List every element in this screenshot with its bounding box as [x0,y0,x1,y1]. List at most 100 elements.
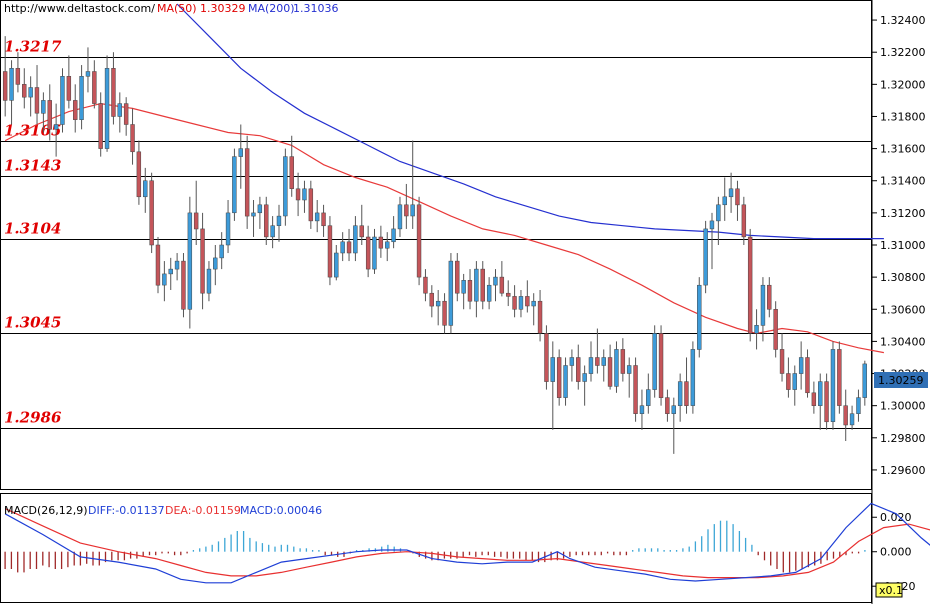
price-tick-label: 1.30600 [880,303,926,316]
candle-up [206,268,212,294]
candle-up [385,241,390,249]
candle-up [856,397,861,414]
candle-up [493,276,498,286]
candle-up [79,76,84,120]
candle-down [123,103,129,125]
candle-up [798,357,804,374]
candle-down [429,292,434,307]
candle-up [531,300,536,307]
candle-up [168,268,173,275]
candle-up [251,212,256,217]
ma200-series [176,3,884,240]
candle-up [569,357,575,366]
candle-down [480,268,485,302]
macd-lines [4,502,930,584]
ma50-label: MA(50) [157,2,197,15]
candle-up [760,284,766,326]
candle-up [270,225,275,238]
candle-up [213,257,218,270]
current-price: 1.30259 [878,374,924,387]
candle-down [767,284,772,310]
candle-down [111,68,116,117]
level-label: 1.3217 [4,38,62,56]
level-label: 1.3165 [4,122,61,140]
candle-down [359,225,364,238]
candle-up [582,373,587,382]
candle-down [264,204,269,238]
support-resistance-levels: 1.3217 1.3165 1.3143 1.3104 1.3045 1.2986 [1,38,871,429]
level-label: 1.3045 [4,314,61,332]
price-tick-label: 1.30400 [880,335,926,348]
candle-up [601,357,606,366]
scale-badge[interactable] [875,582,903,598]
price-tick-label: 1.32200 [880,46,926,59]
candle-up [187,212,193,310]
candle-down [607,357,613,387]
macd-dea: DEA:-0.01159 [165,504,241,517]
candle-up [353,225,358,254]
candle-up [283,156,288,217]
candle-up [340,241,345,254]
price-axis-ticks: 1.32400 1.32200 1.32000 1.31800 1.31600 1.314… [872,14,926,477]
candle-down [837,349,842,406]
candle-down [684,381,689,406]
price-tick-label: 1.30800 [880,271,926,284]
price-tick-label: 1.31000 [880,239,926,252]
level-label: 1.3143 [4,157,61,175]
candle-down [295,188,301,201]
candle-down [149,180,154,246]
candlestick-series [2,36,867,454]
candle-up [722,196,727,206]
candle-down [499,276,505,294]
candle-down [200,228,205,294]
candle-up [646,389,651,406]
candle-up [117,103,122,117]
candle-up [626,365,632,374]
price-tick-label: 1.31400 [880,175,926,188]
candle-down [244,148,250,217]
current-price-badge [874,372,928,388]
source-url: http://www.deltastock.com/ [4,2,155,15]
candle-down [92,71,97,104]
candle-up [563,365,568,398]
candle-down [404,204,409,217]
candle-up [588,357,594,374]
candle-down [786,373,791,390]
macd-label: MACD(26,12,9) [4,504,88,517]
candle-down [66,76,72,101]
candle-up [372,236,377,270]
candle-down [595,357,600,366]
ma200-value: 1.31036 [293,2,339,15]
candle-up [690,349,696,406]
price-tick-label: 1.29800 [880,432,926,445]
price-axis-strip [872,0,930,604]
dea-line [4,508,930,579]
candle-up [174,260,180,270]
candle-up [391,228,396,243]
candle-up [716,204,721,222]
candle-up [671,405,676,414]
candle-up [849,413,855,426]
candle-up [435,300,441,307]
candle-up [276,215,282,226]
candle-down [805,357,810,394]
candle-down [34,87,40,114]
candle-down [181,260,186,310]
level-label: 1.3104 [4,220,61,238]
candle-up [830,349,836,422]
candle-up [232,156,237,214]
price-tick-label: 1.32400 [880,14,926,27]
candle-up [28,87,33,98]
candle-down [423,276,428,294]
candle-down [779,349,785,374]
ma50-value: 1.30329 [200,2,246,15]
candle-up [104,68,110,149]
price-tick-label: 1.31600 [880,143,926,156]
price-tick-label: 1.31800 [880,110,926,123]
candle-down [193,212,199,230]
candle-down [130,124,135,153]
candle-down [289,156,294,189]
ma200-label: MA(200) [248,2,295,15]
candle-up [448,260,454,326]
candle-down [512,296,517,310]
